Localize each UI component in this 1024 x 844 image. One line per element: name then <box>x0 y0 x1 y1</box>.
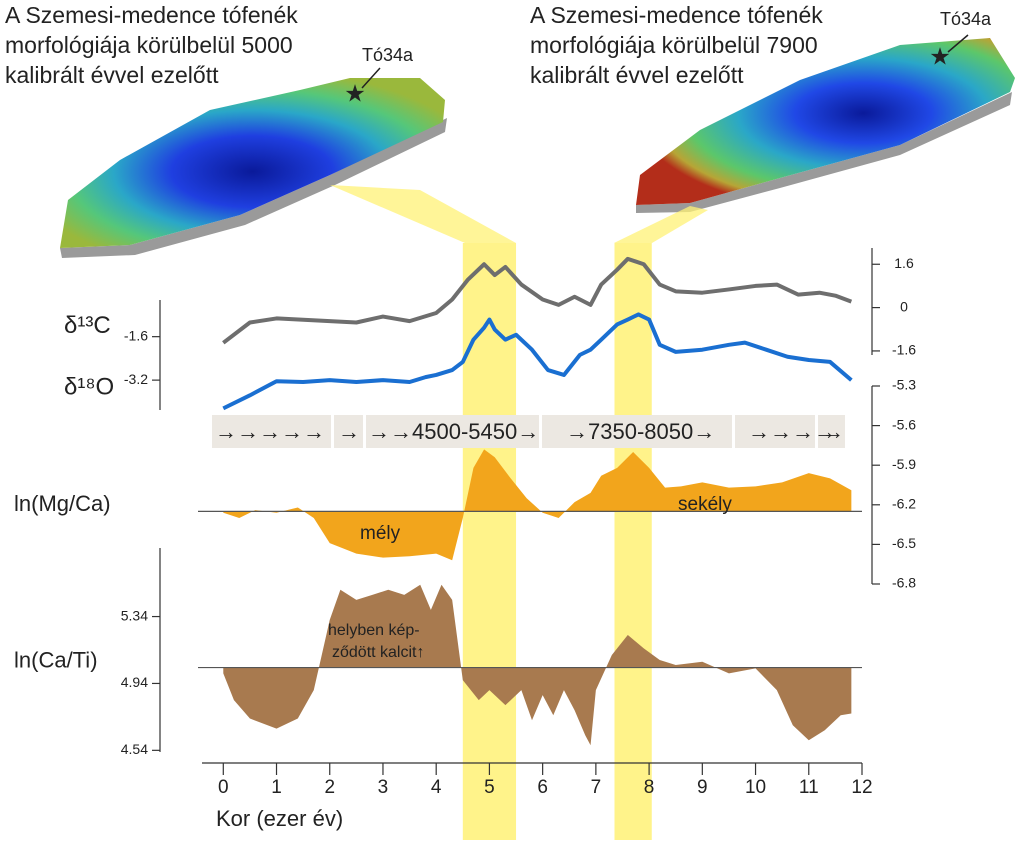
annotation: ződött kalcit↑ <box>332 644 424 661</box>
strip-gap <box>363 415 366 448</box>
x-axis-label: Kor (ezer év) <box>216 806 343 831</box>
star: ★ <box>929 43 951 70</box>
map-left <box>60 78 445 248</box>
strip-label: →→→→ <box>748 419 836 444</box>
y-tick-label: -1.6 <box>124 327 148 343</box>
annotation: mély <box>360 523 401 544</box>
x-tick-label: 12 <box>851 777 872 798</box>
star: ★ <box>344 80 366 107</box>
y-tick-label: -6.8 <box>892 575 916 591</box>
y-tick-label: -5.9 <box>892 456 916 472</box>
map-title: A Szemesi-medence tófenék <box>530 2 823 28</box>
strip-gap <box>331 415 334 448</box>
strip-label: → <box>822 419 844 444</box>
series-area <box>223 584 852 746</box>
strip-label: → <box>338 419 360 444</box>
strip-gap <box>732 415 735 448</box>
maps: ★ ★ <box>60 34 1015 258</box>
strip-gap <box>845 415 848 448</box>
x-tick-label: 6 <box>537 777 548 798</box>
strip-label: →7350-8050→ <box>566 419 715 444</box>
connector <box>614 206 708 243</box>
y-tick-label: -1.6 <box>892 342 916 358</box>
x-tick-label: 3 <box>378 777 389 798</box>
y-tick-label: 5.34 <box>121 607 148 623</box>
y-tick-label: 1.6 <box>894 255 914 271</box>
x-tick-label: 1 <box>271 777 282 798</box>
annotation: sekély <box>678 494 732 515</box>
pointer <box>361 67 381 89</box>
series-line <box>222 256 853 345</box>
y-tick-label: 4.54 <box>121 741 148 757</box>
bands <box>462 243 652 840</box>
map-title: A Szemesi-medence tófenék <box>5 2 298 28</box>
map-right <box>636 38 1015 205</box>
x-tick-label: 8 <box>644 777 655 798</box>
y-axis-label: ln(Ca/Ti) <box>14 647 98 672</box>
map-title: kalibrált évvel ezelőtt <box>5 62 219 88</box>
series-area <box>223 449 852 561</box>
pointer <box>947 34 969 53</box>
y-tick-label: -6.2 <box>892 496 916 512</box>
x-tick-label: 2 <box>324 777 335 798</box>
x-tick-label: 7 <box>591 777 602 798</box>
y-tick-label: -6.5 <box>892 535 916 551</box>
x-tick-label: 10 <box>745 777 766 798</box>
series-label: δ¹³C <box>64 312 111 339</box>
strip-bg <box>212 415 846 448</box>
x-tick-label: 11 <box>799 777 819 798</box>
map-title: morfológiája körülbelül 5000 <box>5 32 293 58</box>
x-tick-label: 9 <box>697 777 708 798</box>
y-tick-label: -3.2 <box>124 371 148 387</box>
strip-label: →→→→→ <box>215 419 325 444</box>
map-marker-label: Tó34a <box>940 9 992 29</box>
series-line <box>222 312 853 411</box>
strip-gap <box>815 415 818 448</box>
highlight-band <box>614 243 652 840</box>
x-tick-label: 4 <box>431 777 442 798</box>
map-title: morfológiája körülbelül 7900 <box>530 32 818 58</box>
annotation: helyben kép- <box>328 622 420 639</box>
y-axis-label: ln(Mg/Ca) <box>14 491 111 516</box>
strip-gap <box>539 415 542 448</box>
series-label: δ¹⁸O <box>64 373 114 400</box>
map-marker-label: Tó34a <box>362 45 414 65</box>
x-tick-label: 0 <box>218 777 229 798</box>
y-tick-label: 4.94 <box>121 674 148 690</box>
map-title: kalibrált évvel ezelőtt <box>530 62 744 88</box>
strip-label: →→4500-5450→ <box>368 419 539 444</box>
y-tick-label: -5.3 <box>892 377 916 393</box>
x-tick-label: 5 <box>484 777 495 798</box>
y-tick-label: 0 <box>900 298 908 314</box>
highlight-band <box>462 243 517 840</box>
connector <box>330 185 516 243</box>
y-tick-label: -5.6 <box>892 416 916 432</box>
